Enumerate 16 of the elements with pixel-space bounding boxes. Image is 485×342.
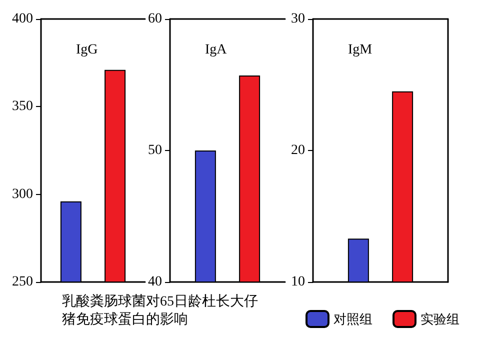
legend-label: 实验组 <box>420 312 460 326</box>
text: IgA <box>205 42 228 58</box>
legend-label: 对照组 <box>334 312 372 326</box>
y-tick-label: 10 <box>291 274 305 290</box>
y-tick-label: 40 <box>148 274 162 290</box>
text: 乳酸粪肠球菌对65日龄杜长大仔猪免疫球蛋白的影响 <box>62 294 258 328</box>
y-tick-label: 250 <box>12 274 33 290</box>
text: IgM <box>348 42 373 58</box>
y-tick-label: 50 <box>148 143 162 158</box>
y-tick-label: 60 <box>148 12 162 26</box>
text: IgG <box>76 42 98 58</box>
y-tick-label: 400 <box>12 12 33 26</box>
y-tick-label: 300 <box>12 186 33 202</box>
y-tick-label: 30 <box>291 12 305 26</box>
y-tick-label: 20 <box>291 143 305 158</box>
y-tick-label: 350 <box>12 99 33 114</box>
